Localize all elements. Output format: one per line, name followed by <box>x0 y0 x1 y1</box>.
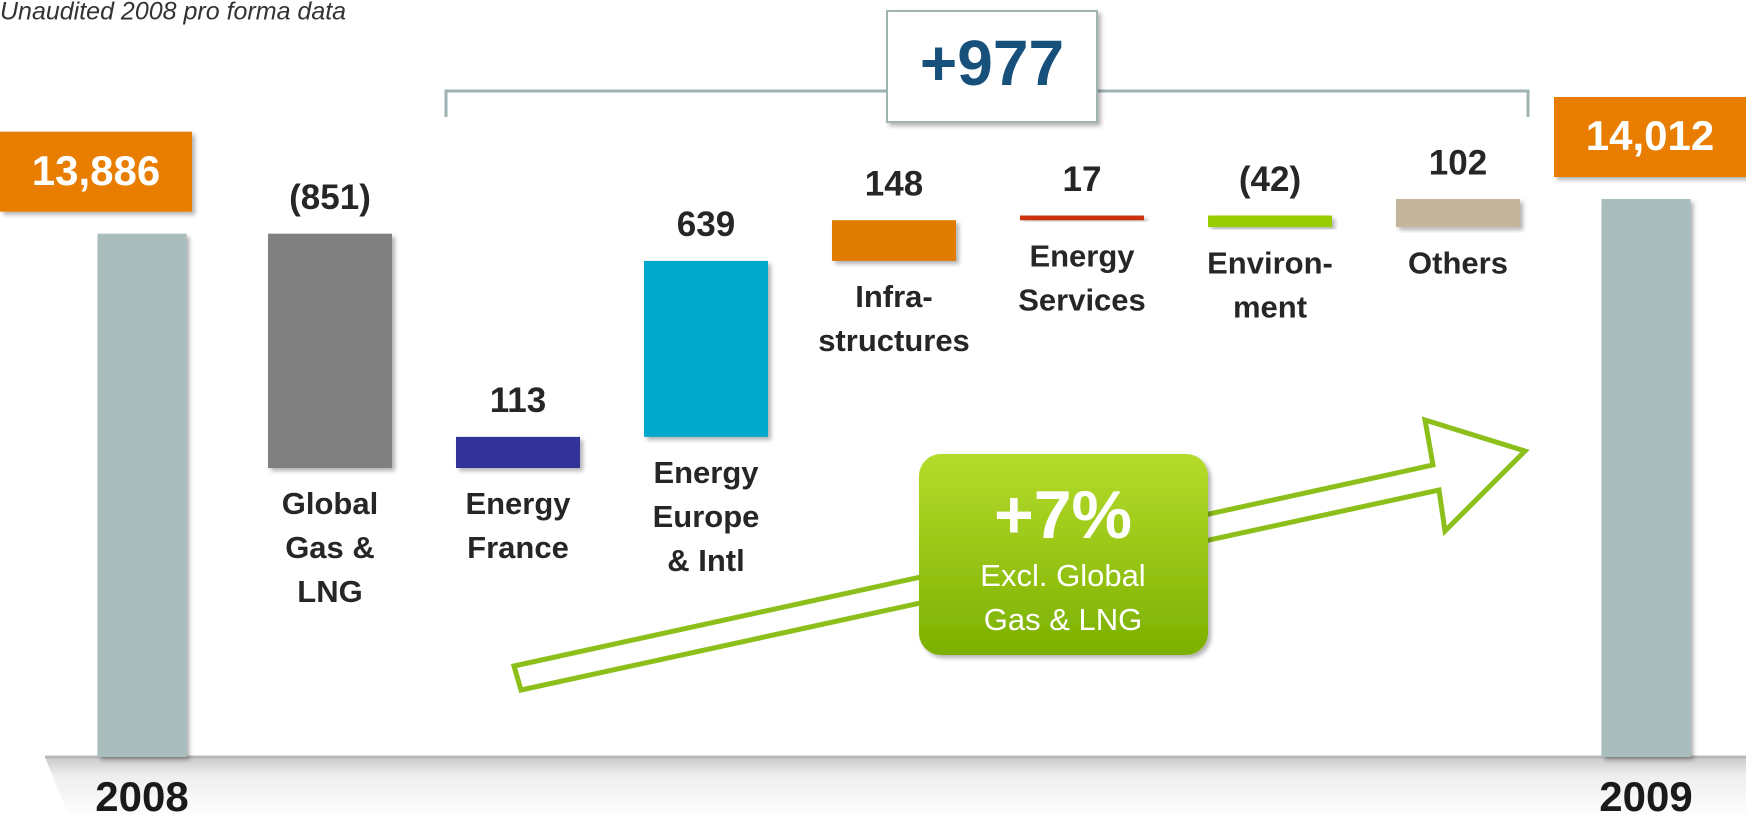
category-label: Others <box>1408 245 1508 280</box>
bar <box>268 233 392 468</box>
category-label: structures <box>818 323 970 358</box>
category-label: ment <box>1233 289 1307 324</box>
bar <box>1020 215 1144 221</box>
category-label: Global <box>282 486 378 521</box>
category-label: France <box>467 530 569 565</box>
category-label: LNG <box>297 574 362 609</box>
total-label-box <box>0 131 192 212</box>
bar <box>644 260 768 437</box>
bar <box>1208 215 1332 228</box>
year-label: 2008 <box>95 773 188 819</box>
year-label: 2009 <box>1599 773 1692 819</box>
category-label: Energy <box>653 455 759 490</box>
growth-note: Gas & LNG <box>984 602 1143 637</box>
bar <box>456 436 580 468</box>
total-bar <box>97 233 187 758</box>
subtitle: Unaudited 2008 pro forma data <box>0 0 346 26</box>
growth-label: +7% <box>994 477 1132 553</box>
value-label: 17 <box>1063 160 1102 199</box>
category-label: Environ- <box>1207 245 1333 280</box>
bracket-label: +977 <box>920 27 1064 99</box>
total-label: 14,012 <box>1586 112 1714 159</box>
value-label: 102 <box>1429 143 1487 182</box>
value-label: 148 <box>865 164 923 203</box>
value-label: 639 <box>677 205 735 244</box>
total-bar <box>1601 199 1691 757</box>
growth-arrow <box>510 416 1530 693</box>
bar <box>1396 199 1520 228</box>
category-label: Energy <box>1029 238 1135 273</box>
value-label: 113 <box>490 381 546 420</box>
bar <box>832 220 956 261</box>
floor <box>45 757 1746 819</box>
value-label: (42) <box>1239 160 1301 199</box>
growth-box <box>919 454 1208 655</box>
bracket-box <box>886 10 1098 123</box>
growth-note: Excl. Global <box>980 558 1145 593</box>
category-label: Europe <box>653 499 760 534</box>
value-label: (851) <box>289 178 371 217</box>
category-label: & Intl <box>667 543 745 578</box>
category-label: Infra- <box>855 279 933 314</box>
category-label: Gas & <box>285 530 375 565</box>
total-label-box <box>1554 97 1746 177</box>
total-label: 13,886 <box>32 147 160 194</box>
category-label: Energy <box>465 486 571 521</box>
category-label: Services <box>1018 282 1146 317</box>
